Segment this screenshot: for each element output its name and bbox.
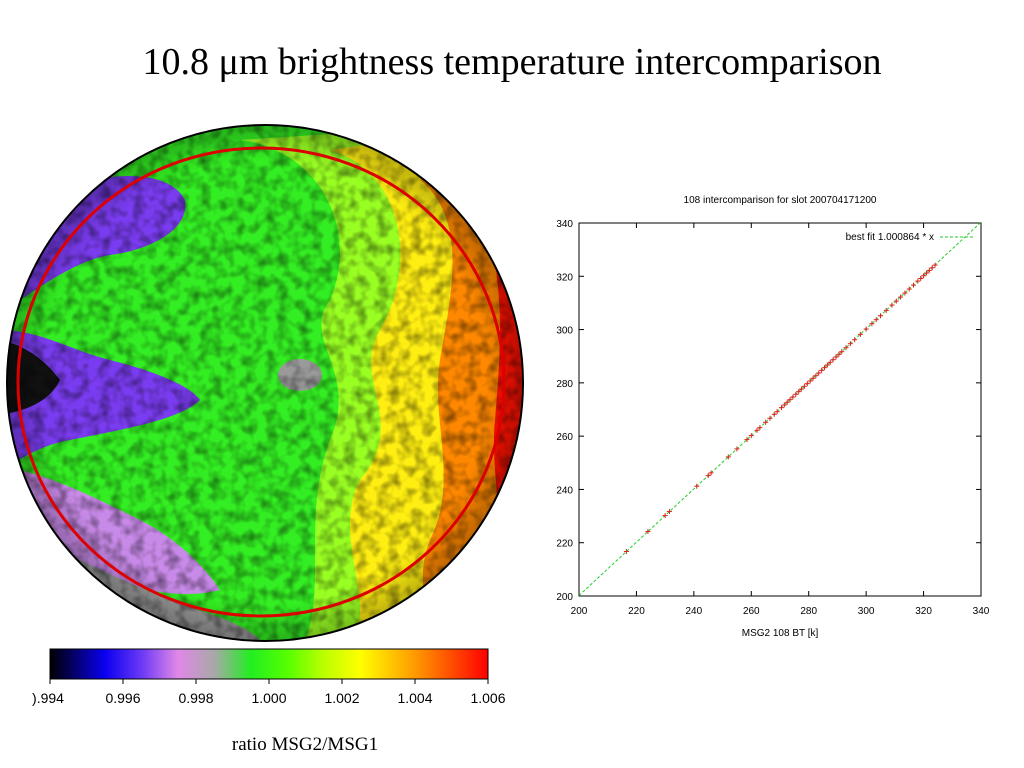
data-points [623,262,938,555]
data-point [878,313,883,319]
data-point [869,321,875,327]
data-point [921,273,927,279]
data-point [771,411,777,417]
data-point [852,337,858,343]
data-point [799,386,805,392]
x-tick-label: 240 [686,606,703,617]
data-point [694,483,700,489]
data-point [863,326,869,332]
y-tick-label: 220 [556,539,573,550]
data-point [810,375,816,381]
data-point [662,513,668,519]
data-point [827,359,833,365]
data-point [734,446,740,452]
y-tick-label: 260 [556,432,573,443]
data-point [839,349,845,355]
data-point [902,290,908,296]
data-point [906,286,912,292]
data-point [801,383,807,389]
data-point [796,389,802,395]
legend: best fit 1.000864 * x [846,232,975,243]
colorbar-gradient [49,648,489,680]
data-point [824,362,830,368]
colorbar-tick-label: 1.004 [397,690,432,706]
data-point [784,399,790,405]
data-point [816,370,822,376]
x-tick-label: 300 [858,606,875,617]
x-tick-label: 220 [628,606,645,617]
reference-ring [16,146,506,618]
data-point [813,373,819,379]
colorbar-caption: ratio MSG2/MSG1 [231,734,379,755]
axis-ticks: 200 220 240 260 280 300 320 340 200 220 240 260 280 3… [556,219,989,617]
data-point [725,454,731,460]
data-point [847,341,853,347]
data-point [819,367,825,373]
legend-label: best fit 1.000864 * x [846,232,934,243]
data-point [932,262,938,268]
colorbar-tick-label: 1.006 [470,690,505,706]
data-point [623,549,629,555]
data-point [757,425,763,431]
data-point [923,270,929,276]
data-point [893,298,899,304]
data-point [787,397,793,403]
colorbar-tick-label: 1.000 [251,690,286,706]
data-point [883,307,889,313]
data-point [857,331,863,337]
colorbar-tick-label: ).994 [32,690,64,706]
data-point [898,294,904,300]
y-tick-label: 340 [556,219,573,230]
data-point [781,402,787,408]
y-tick-label: 240 [556,485,573,496]
data-point [836,351,842,357]
data-point [843,345,849,351]
data-point [830,357,836,363]
x-tick-label: 340 [973,606,990,617]
data-point [822,365,828,371]
data-point [833,354,839,360]
colorbar-tick-label: 1.002 [324,690,359,706]
data-point [744,437,750,443]
data-point [778,405,784,411]
data-point [645,529,651,535]
data-point [666,509,672,515]
x-axis-label: MSG2 108 BT [k] [742,628,819,639]
data-point [767,415,773,421]
data-point [918,275,924,281]
data-point [915,278,921,284]
colorbar-tick-label: 0.998 [178,690,213,706]
x-tick-label: 200 [571,606,588,617]
x-tick-label: 320 [915,606,932,617]
y-tick-label: 320 [556,272,573,283]
data-point [807,378,813,384]
data-point [911,282,917,288]
data-point [889,302,895,308]
slide-title: 10.8 μm brightness temperature intercomp… [142,41,882,83]
scatter-title: 108 intercomparison for slot 20070417120… [684,195,877,206]
data-point [926,267,932,273]
x-tick-label: 280 [800,606,817,617]
data-point [774,409,780,415]
data-point [708,470,714,476]
y-tick-label: 280 [556,379,573,390]
y-tick-label: 200 [556,592,573,603]
y-tick-label: 300 [556,326,573,337]
data-point [763,419,769,425]
data-point [793,391,799,397]
data-point [754,427,760,433]
data-point [929,265,935,271]
data-point [748,433,754,439]
x-tick-label: 260 [743,606,760,617]
colorbar-ticks: ).994 0.996 0.998 1.000 1.002 1.004 1.006 [32,679,506,706]
data-point [873,317,879,323]
data-point [804,381,810,387]
colorbar-tick-label: 0.996 [105,690,140,706]
data-point [790,394,796,400]
data-point [705,473,711,479]
